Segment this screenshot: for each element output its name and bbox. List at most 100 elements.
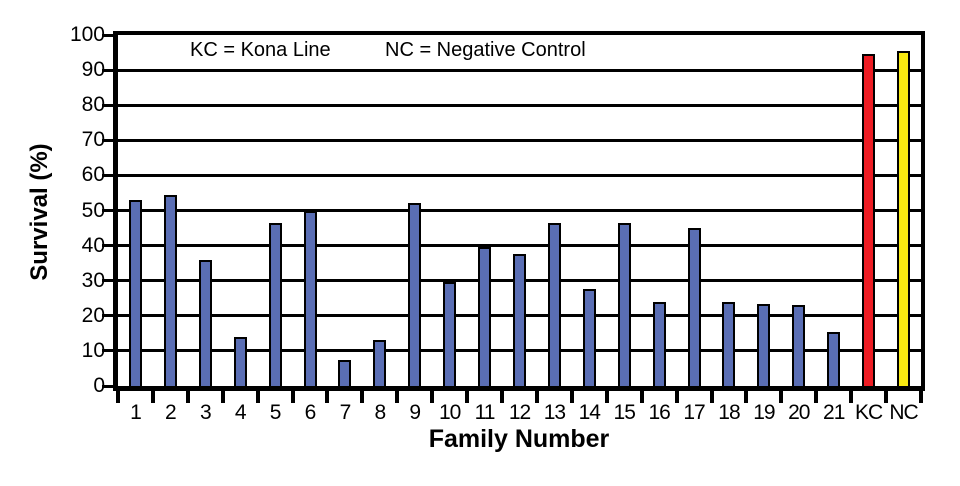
x-category-label-21: 21: [823, 401, 845, 424]
y-tick-90: [102, 68, 113, 72]
bar-16: [652, 301, 666, 386]
x-category-label-7: 7: [339, 401, 352, 424]
x-tick-19: [779, 391, 784, 403]
x-category-label-2: 2: [165, 401, 177, 424]
x-category-label-20: 20: [788, 401, 810, 424]
y-tick-label-80: 80: [81, 93, 105, 117]
x-category-label-14: 14: [578, 401, 601, 424]
x-tick-4: [255, 391, 260, 403]
bar-13: [547, 222, 561, 386]
x-tick-13: [569, 391, 574, 403]
bar-11: [478, 247, 492, 386]
y-tick-20: [102, 314, 113, 318]
bar-7: [338, 359, 352, 386]
bar-3: [198, 259, 212, 386]
y-tick-60: [102, 173, 113, 177]
plot-area: KC = Kona Line NC = Negative Control: [102, 31, 925, 403]
y-tick-0: [102, 384, 113, 388]
bar-NC: [897, 50, 911, 386]
x-category-label-KC: KC: [855, 401, 883, 424]
gridline-40: [118, 244, 921, 248]
x-category-label-13: 13: [543, 401, 566, 424]
x-category-label-18: 18: [718, 401, 740, 424]
y-tick-label-10: 10: [81, 338, 105, 362]
x-category-label-1: 1: [130, 401, 142, 424]
x-tick-0: [116, 391, 120, 403]
x-tick-7: [360, 391, 365, 403]
bar-14: [582, 289, 596, 386]
x-category-label-19: 19: [753, 401, 775, 424]
x-tick-23: [919, 391, 923, 403]
gridline-50: [118, 209, 921, 212]
y-tick-label-30: 30: [81, 268, 105, 292]
gridline-80: [118, 103, 921, 107]
x-tick-6: [325, 391, 330, 403]
bar-1: [128, 199, 142, 386]
x-category-label-15: 15: [613, 401, 636, 424]
x-category-label-11: 11: [474, 401, 496, 424]
y-tick-80: [102, 103, 113, 107]
y-tick-label-60: 60: [81, 163, 105, 187]
x-tick-1: [150, 391, 155, 403]
x-category-label-6: 6: [304, 401, 317, 424]
gridline-70: [118, 138, 921, 142]
bar-10: [443, 282, 457, 386]
bar-9: [408, 203, 422, 386]
bar-18: [722, 301, 736, 386]
bar-21: [827, 331, 841, 386]
y-tick-40: [102, 244, 113, 248]
y-tick-100: [102, 33, 113, 37]
x-tick-21: [849, 391, 854, 403]
x-tick-8: [395, 391, 400, 403]
bar-19: [757, 303, 771, 386]
x-tick-11: [500, 391, 505, 403]
legend-nc-annotation: NC = Negative Control: [385, 39, 586, 61]
y-tick-label-70: 70: [81, 128, 105, 152]
x-category-label-16: 16: [648, 401, 670, 424]
x-tick-3: [220, 391, 225, 403]
x-axis-title: Family Number: [428, 425, 610, 453]
y-tick-label-100: 100: [69, 23, 105, 46]
x-tick-18: [744, 391, 749, 403]
y-tick-label-20: 20: [81, 303, 105, 327]
bar-KC: [862, 54, 876, 386]
x-tick-14: [604, 391, 609, 403]
x-category-label-NC: NC: [889, 401, 918, 424]
y-tick-label-0: 0: [93, 374, 105, 397]
bar-12: [513, 254, 526, 386]
x-tick-12: [534, 391, 539, 403]
y-tick-label-40: 40: [81, 233, 105, 257]
x-tick-2: [185, 391, 190, 403]
bar-6: [303, 210, 317, 386]
x-category-label-10: 10: [438, 401, 461, 424]
gridline-60: [118, 173, 921, 177]
x-category-label-3: 3: [199, 401, 212, 424]
gridline-90: [118, 68, 921, 72]
y-tick-label-90: 90: [81, 58, 105, 82]
bar-17: [687, 228, 701, 386]
bar-5: [268, 222, 282, 386]
y-tick-10: [102, 349, 113, 353]
x-category-label-12: 12: [508, 401, 531, 424]
bar-4: [233, 336, 247, 386]
x-category-label-9: 9: [409, 401, 421, 424]
x-tick-9: [430, 391, 435, 403]
x-tick-16: [674, 391, 679, 403]
x-tick-10: [465, 391, 470, 403]
bar-20: [792, 305, 806, 386]
y-tick-50: [102, 209, 113, 212]
x-tick-15: [639, 391, 644, 403]
x-category-label-4: 4: [234, 401, 247, 424]
x-category-label-8: 8: [374, 401, 387, 424]
x-category-label-5: 5: [269, 401, 282, 424]
x-category-label-17: 17: [683, 401, 705, 424]
x-tick-22: [884, 391, 889, 403]
bar-8: [373, 340, 387, 386]
x-tick-17: [709, 391, 714, 403]
bar-2: [163, 194, 177, 386]
x-tick-5: [290, 391, 295, 403]
y-tick-30: [102, 279, 113, 283]
y-tick-label-50: 50: [81, 198, 105, 222]
y-tick-70: [102, 138, 113, 142]
